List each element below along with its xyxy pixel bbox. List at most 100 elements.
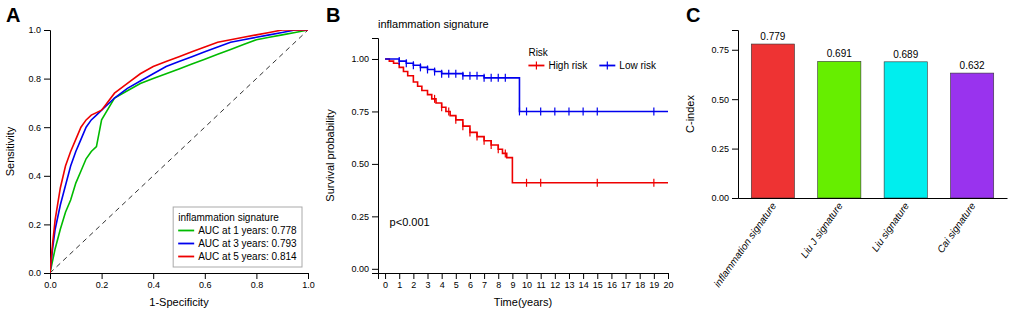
tick-label: 0.6 <box>28 123 41 133</box>
legend-item: AUC at 3 years: 0.793 <box>178 238 297 249</box>
legend-swatch <box>178 230 194 232</box>
tick-label: 0.25 <box>711 144 729 154</box>
tick-label: 4 <box>440 280 445 290</box>
tick-mark <box>732 50 738 51</box>
censor-mark <box>448 70 449 78</box>
tick: 0.6 <box>28 123 50 133</box>
censor-mark <box>519 107 520 115</box>
tick-mark <box>372 59 378 60</box>
marks <box>751 44 993 198</box>
tick: 9 <box>510 273 515 290</box>
tick: 0.4 <box>147 273 160 290</box>
series-line <box>50 30 308 273</box>
tick: Liu signature <box>869 200 911 254</box>
tick-label: 0.0 <box>28 268 41 278</box>
marks <box>50 30 308 273</box>
tick-mark <box>668 273 669 279</box>
censor-mark <box>427 65 428 73</box>
tick-mark <box>44 224 50 225</box>
legend-item: High risk <box>528 60 588 71</box>
tick: 1.0 <box>302 273 315 290</box>
censor-mark <box>462 122 463 130</box>
censor-mark <box>554 107 555 115</box>
censor-mark <box>526 179 527 187</box>
tick-mark <box>611 273 612 279</box>
tick-label: 1.0 <box>302 280 315 290</box>
series-line <box>50 30 308 273</box>
tick-mark <box>372 269 378 270</box>
tick-mark <box>569 273 570 279</box>
tick: 16 <box>607 273 617 290</box>
tick-label: 8 <box>496 280 501 290</box>
censor-mark <box>653 179 654 187</box>
tick-mark <box>385 273 386 279</box>
y-axis-title: Sensitivity <box>4 126 16 176</box>
tick: 0.00 <box>711 193 738 203</box>
tick-mark <box>50 273 51 279</box>
data-labels: 0.7790.6910.6890.632 <box>760 31 985 71</box>
data-label: 0.691 <box>827 48 852 59</box>
y-axis: 0.00 0.25 0.50 0.75 <box>711 31 738 204</box>
tick: 8 <box>496 273 501 290</box>
tick-label: 12 <box>550 280 560 290</box>
bar <box>951 73 994 198</box>
censor-mark <box>434 95 435 103</box>
tick-label: 17 <box>621 280 631 290</box>
legend-box <box>173 207 302 267</box>
tick-label: 6 <box>468 280 473 290</box>
tick-label: 0.8 <box>251 280 264 290</box>
tick-label: 0.50 <box>711 95 729 105</box>
series-line <box>50 30 308 273</box>
tick: 0.6 <box>199 273 212 290</box>
tick-label: 0.00 <box>351 264 369 274</box>
censor-mark <box>469 72 470 80</box>
tick-label: 0.50 <box>351 159 369 169</box>
tick-label: Liu signature <box>869 200 911 254</box>
plot-area: 0.00 0.25 0.50 0.75 inflammation signature Li… <box>711 31 1007 290</box>
panel-title: C <box>686 4 700 26</box>
tick: 0.4 <box>28 171 50 181</box>
tick-label: 18 <box>635 280 645 290</box>
tick-label: inflammation signature <box>712 200 779 289</box>
censor-mark <box>420 63 421 71</box>
bar <box>884 62 927 198</box>
tick-mark <box>102 273 103 279</box>
x-axis-title: 1-Specificity <box>149 296 209 308</box>
tick-label: 7 <box>482 280 487 290</box>
tick-label: 5 <box>454 280 459 290</box>
tick-label: 15 <box>593 280 603 290</box>
axis-line <box>44 31 51 274</box>
tick-mark <box>256 273 257 279</box>
tick: 0.2 <box>96 273 109 290</box>
tick-label: 11 <box>537 280 546 290</box>
legend-title: inflammation signature <box>178 212 279 223</box>
tick-mark <box>413 273 414 279</box>
tick-mark <box>732 198 738 199</box>
tick: 14 <box>579 273 589 290</box>
tick-label: 3 <box>426 280 431 290</box>
censor-mark <box>455 70 456 78</box>
tick-mark <box>442 273 443 279</box>
tick-mark <box>555 273 556 279</box>
tick-mark <box>456 273 457 279</box>
legend-label: AUC at 1 years: 0.778 <box>198 225 297 236</box>
tick: 0.50 <box>351 159 378 169</box>
tick-mark <box>498 273 499 279</box>
tick-mark <box>308 273 309 279</box>
tick-label: 0.75 <box>711 45 729 55</box>
legend-title: Risk <box>528 47 548 58</box>
tick-label: 19 <box>649 280 659 290</box>
tick: 0.50 <box>711 95 738 105</box>
tick: 0.0 <box>28 268 50 278</box>
tick: 11 <box>537 273 546 290</box>
tick: 20 <box>663 273 673 290</box>
tick-mark <box>732 149 738 150</box>
axis-line <box>732 31 739 199</box>
plot-area: 0.0 0.2 0.4 0.6 0.8 1.00.0 0.2 0.4 0.6 0.8 1.0 1-Sp… <box>28 25 314 308</box>
censor-mark <box>483 137 484 145</box>
x-axis: 0.0 0.2 0.4 0.6 0.8 1.0 <box>44 273 315 290</box>
tick-mark <box>44 273 50 274</box>
tick-label: Cai signature <box>935 200 978 255</box>
tick: 0.0 <box>44 273 57 290</box>
tick-mark <box>732 99 738 100</box>
